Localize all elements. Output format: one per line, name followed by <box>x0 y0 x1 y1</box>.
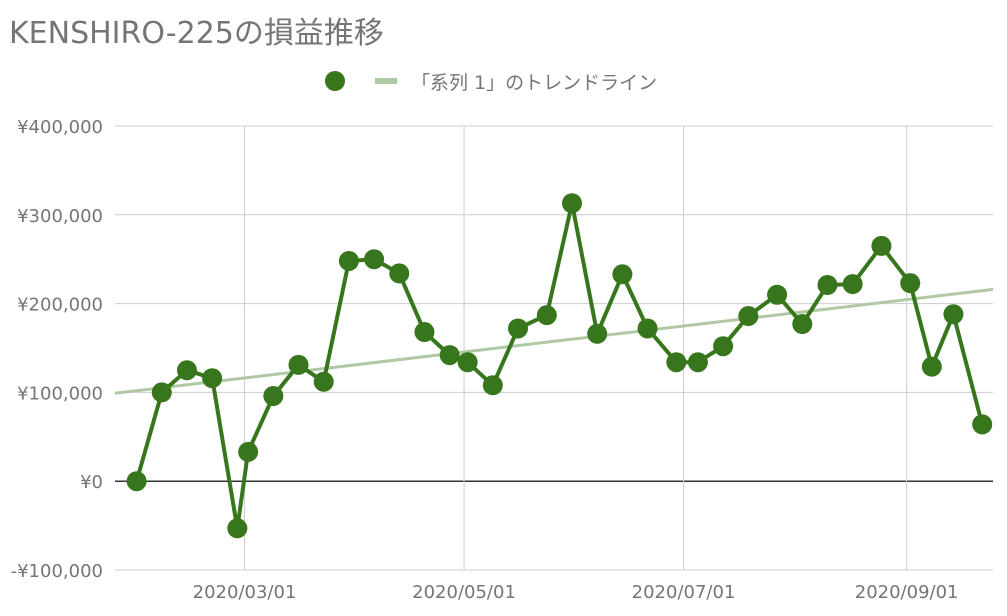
data-point <box>202 368 223 389</box>
data-point <box>482 375 503 396</box>
legend-trendline-marker <box>375 78 397 84</box>
data-point <box>637 318 658 339</box>
legend-series-marker <box>325 71 345 91</box>
legend: 「系列 1」のトレンドライン <box>0 64 1007 98</box>
x-tick-label: 2020/07/01 <box>632 582 736 603</box>
data-point <box>972 414 993 435</box>
data-point <box>900 273 921 294</box>
data-point <box>338 250 359 271</box>
series-layer <box>126 193 993 539</box>
x-tick-label: 2020/03/01 <box>193 582 297 603</box>
data-point <box>313 371 334 392</box>
data-point <box>817 274 838 295</box>
y-tick-label: ¥200,000 <box>17 295 103 316</box>
data-point <box>126 471 147 492</box>
data-point <box>943 304 964 325</box>
grid-layer <box>115 125 993 571</box>
data-point <box>457 352 478 373</box>
y-tick-label: ¥300,000 <box>17 206 103 227</box>
data-point <box>414 322 435 343</box>
y-tick-label: ¥400,000 <box>17 117 103 138</box>
chart-title: KENSHIRO-225の損益推移 <box>9 16 384 51</box>
data-point <box>227 518 248 539</box>
legend-item-trendline[interactable]: 「系列 1」のトレンドライン <box>375 64 657 98</box>
data-point <box>612 264 633 285</box>
data-point <box>536 305 557 326</box>
data-point <box>389 263 410 284</box>
data-point <box>921 356 942 377</box>
data-point <box>792 314 813 335</box>
data-point <box>687 352 708 373</box>
data-point <box>263 385 284 406</box>
x-tick-label: 2020/05/01 <box>412 582 516 603</box>
data-point <box>439 345 460 366</box>
data-point <box>738 306 759 327</box>
data-point <box>767 284 788 305</box>
data-point <box>666 352 687 373</box>
data-point <box>508 318 529 339</box>
trendline <box>114 287 994 395</box>
data-point <box>151 382 172 403</box>
y-tick-label: -¥100,000 <box>11 561 103 582</box>
y-tick-label: ¥100,000 <box>17 383 103 404</box>
legend-trendline-label: 「系列 1」のトレンドライン <box>411 71 658 94</box>
axis-labels: -¥100,000 ¥0 ¥100,000 ¥200,000 ¥300,000 ¥400,… <box>11 117 959 603</box>
data-point <box>842 274 863 295</box>
data-point <box>871 235 892 256</box>
y-tick-label: ¥0 <box>80 472 103 493</box>
x-tick-label: 2020/09/01 <box>855 582 959 603</box>
data-point <box>364 249 385 270</box>
data-point <box>288 354 309 375</box>
data-point <box>561 193 582 214</box>
series-line <box>134 201 985 531</box>
data-point <box>176 360 197 381</box>
data-point <box>238 441 259 462</box>
legend-item-series[interactable] <box>325 64 359 98</box>
data-point <box>713 336 734 357</box>
data-point <box>587 323 608 344</box>
trend-layer <box>114 287 994 395</box>
